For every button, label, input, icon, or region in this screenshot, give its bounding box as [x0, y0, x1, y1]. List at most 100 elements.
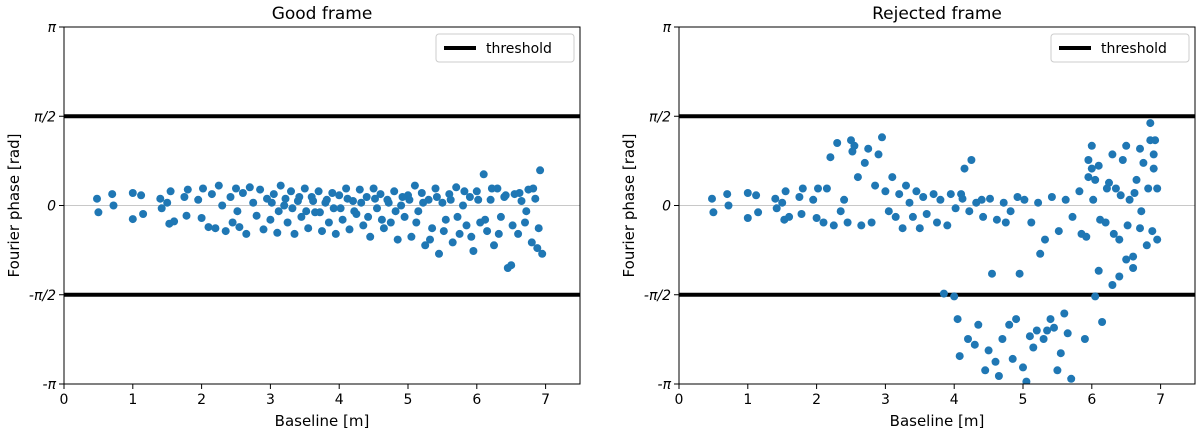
data-point [397, 201, 406, 210]
data-point [508, 221, 517, 230]
data-point [1089, 195, 1098, 204]
x-tick-label: 6 [472, 392, 481, 408]
data-point [1094, 161, 1103, 170]
data-point [288, 204, 297, 213]
y-tick-label: π [663, 20, 672, 36]
data-point [452, 183, 461, 192]
data-point [534, 224, 543, 233]
data-point [421, 241, 430, 250]
data-point [329, 204, 338, 213]
data-point [867, 218, 876, 227]
data-point [743, 214, 752, 222]
data-point [315, 208, 324, 217]
data-point [412, 218, 421, 227]
data-point [469, 247, 478, 255]
data-point [1137, 207, 1146, 216]
data-point [943, 221, 952, 230]
data-point [950, 292, 959, 301]
data-point [259, 225, 268, 234]
data-point [915, 224, 924, 233]
data-point [1061, 195, 1070, 204]
data-point [895, 190, 904, 199]
data-point [1091, 292, 1100, 301]
y-tick-label: π/2 [34, 109, 56, 125]
data-point [517, 197, 526, 205]
data-point [331, 229, 340, 238]
data-point [459, 201, 467, 210]
x-tick-label: 1 [128, 392, 137, 408]
data-point [496, 212, 505, 221]
data-point [1041, 235, 1049, 244]
data-point [487, 184, 496, 193]
data-point [407, 232, 416, 241]
data-point [1111, 184, 1120, 193]
data-point [357, 198, 366, 207]
data-point [1094, 266, 1103, 275]
data-point [269, 190, 278, 199]
data-point [1122, 141, 1131, 150]
data-point [328, 189, 337, 197]
data-point [905, 198, 914, 207]
data-point [342, 184, 351, 193]
data-point [984, 346, 993, 355]
data-point [1118, 156, 1127, 164]
data-point [1130, 189, 1139, 197]
data-point [1071, 409, 1079, 417]
data-point [242, 229, 251, 238]
data-point [1122, 255, 1131, 264]
data-point [1015, 269, 1024, 278]
data-point [1075, 187, 1084, 196]
data-point [204, 223, 213, 232]
data-point [1006, 207, 1015, 216]
data-point [435, 249, 443, 258]
data-point [972, 198, 981, 207]
data-point [1139, 158, 1148, 167]
data-point [460, 187, 469, 196]
data-point [228, 218, 237, 227]
data-point [1005, 320, 1014, 329]
x-tick-label: 7 [1156, 392, 1165, 408]
data-point [379, 224, 388, 233]
data-point [929, 190, 938, 199]
data-point [336, 204, 345, 213]
data-point [232, 184, 240, 193]
data-point [521, 218, 529, 227]
data-point [295, 193, 304, 201]
data-point [335, 191, 344, 200]
data-point [1084, 156, 1093, 164]
data-point [922, 210, 931, 218]
x-tick-label: 0 [60, 392, 69, 408]
data-point [128, 189, 137, 197]
data-point [955, 352, 964, 361]
x-tick-label: 3 [881, 392, 890, 408]
data-point [960, 164, 969, 173]
data-point [965, 207, 974, 216]
data-point [453, 212, 462, 221]
data-point [221, 227, 230, 236]
data-point [939, 289, 948, 298]
data-point [1142, 241, 1151, 250]
data-point [252, 211, 261, 220]
x-axis-label: Baseline [m] [275, 412, 370, 430]
data-point [515, 189, 524, 197]
data-point [507, 261, 516, 270]
x-tick-label: 7 [541, 392, 550, 408]
data-point [128, 215, 137, 224]
data-point [723, 190, 732, 199]
data-point [1032, 326, 1041, 335]
data-point [373, 204, 381, 213]
data-point [163, 198, 172, 207]
data-point [857, 221, 866, 230]
x-tick-label: 1 [743, 392, 752, 408]
legend-box [1050, 33, 1190, 63]
data-point [156, 194, 165, 203]
data-point [256, 185, 265, 194]
data-point [1151, 136, 1160, 145]
data-point [970, 340, 979, 349]
data-point [1063, 329, 1072, 338]
data-point [1087, 141, 1096, 150]
data-point [462, 221, 471, 230]
data-point [235, 223, 244, 232]
data-point [304, 224, 313, 233]
